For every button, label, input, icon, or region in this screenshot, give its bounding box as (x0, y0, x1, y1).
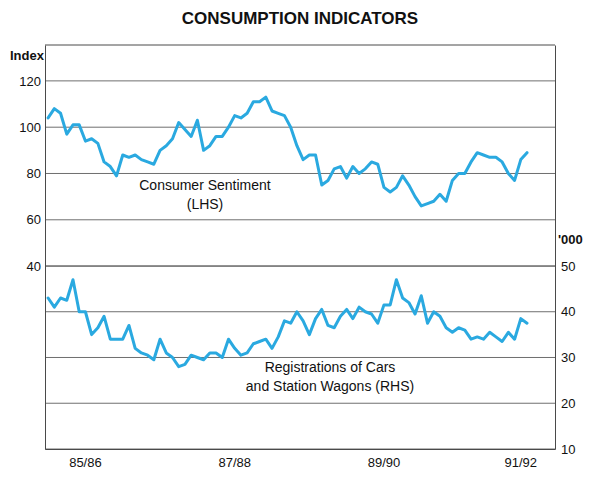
series-lines (48, 97, 527, 367)
y2-tick-label: 10 (561, 442, 575, 457)
series-line (48, 97, 527, 206)
grid-line (45, 219, 555, 220)
y2-tick: 20 (555, 396, 575, 411)
series-label-line: (LHS) (187, 196, 224, 212)
series-line (48, 280, 527, 367)
y2-tick-label: 30 (561, 350, 575, 365)
y2-tick: 50 (555, 259, 575, 274)
grid-line (45, 357, 555, 358)
y2-tick: 10 (555, 442, 575, 457)
grid-line (45, 403, 555, 404)
y-tick: 40 (27, 259, 45, 274)
plot-frame-top (45, 45, 555, 46)
grid-line (45, 173, 555, 174)
x-tick: 87/88 (218, 449, 251, 470)
y-axis-title: Index (10, 48, 45, 63)
y-tick-label: 40 (27, 259, 41, 274)
y-tick-label: 100 (19, 120, 41, 135)
y-tick: 120 (19, 74, 45, 89)
y-tick: 80 (27, 166, 45, 181)
y-axis-line (45, 46, 46, 450)
y2-tick: 40 (555, 304, 575, 319)
series-label-line: Registrations of Cars (265, 359, 396, 375)
grid-line (45, 80, 555, 81)
y2-axis-line (555, 46, 556, 450)
chart-title: CONSUMPTION INDICATORS (182, 9, 418, 28)
x-tick: 85/86 (69, 449, 102, 470)
x-tick: 89/90 (368, 449, 401, 470)
y2-tick-label: 20 (561, 396, 575, 411)
chart-svg: CONSUMPTION INDICATORS 40 60 80 100 120 10 20 30… (0, 0, 600, 502)
y2-tick-label: 40 (561, 304, 575, 319)
x-tick-label: 89/90 (368, 455, 401, 470)
y2-axis: 10 20 30 40 50 (555, 46, 575, 457)
y2-tick-label: 50 (561, 259, 575, 274)
y-tick-label: 60 (27, 212, 41, 227)
y2-axis-title: '000 (558, 232, 583, 247)
series-label-line: Consumer Sentiment (139, 177, 271, 193)
grid-line (45, 449, 555, 450)
y-tick-label: 120 (19, 74, 41, 89)
series-label: Registrations of Cars and Station Wagons … (246, 359, 414, 394)
grid-line (45, 311, 555, 312)
x-axis-line (46, 449, 556, 450)
x-axis: 85/86 87/88 89/90 91/92 (46, 449, 556, 470)
y-tick: 100 (19, 120, 45, 135)
y-tick: 60 (27, 212, 45, 227)
grid-line (45, 127, 555, 128)
series-label: Consumer Sentiment (LHS) (139, 177, 271, 212)
y-axis: 40 60 80 100 120 (19, 46, 45, 450)
x-tick-label: 91/92 (505, 455, 538, 470)
grid (45, 81, 555, 449)
x-tick: 91/92 (505, 449, 538, 470)
x-tick-label: 85/86 (69, 455, 102, 470)
grid-line (45, 265, 555, 266)
chart-container: CONSUMPTION INDICATORS 40 60 80 100 120 10 20 30… (0, 0, 600, 502)
y2-tick: 30 (555, 350, 575, 365)
x-tick-label: 87/88 (218, 455, 251, 470)
y-tick-label: 80 (27, 166, 41, 181)
series-label-line: and Station Wagons (RHS) (246, 378, 414, 394)
grid-line (45, 266, 555, 267)
